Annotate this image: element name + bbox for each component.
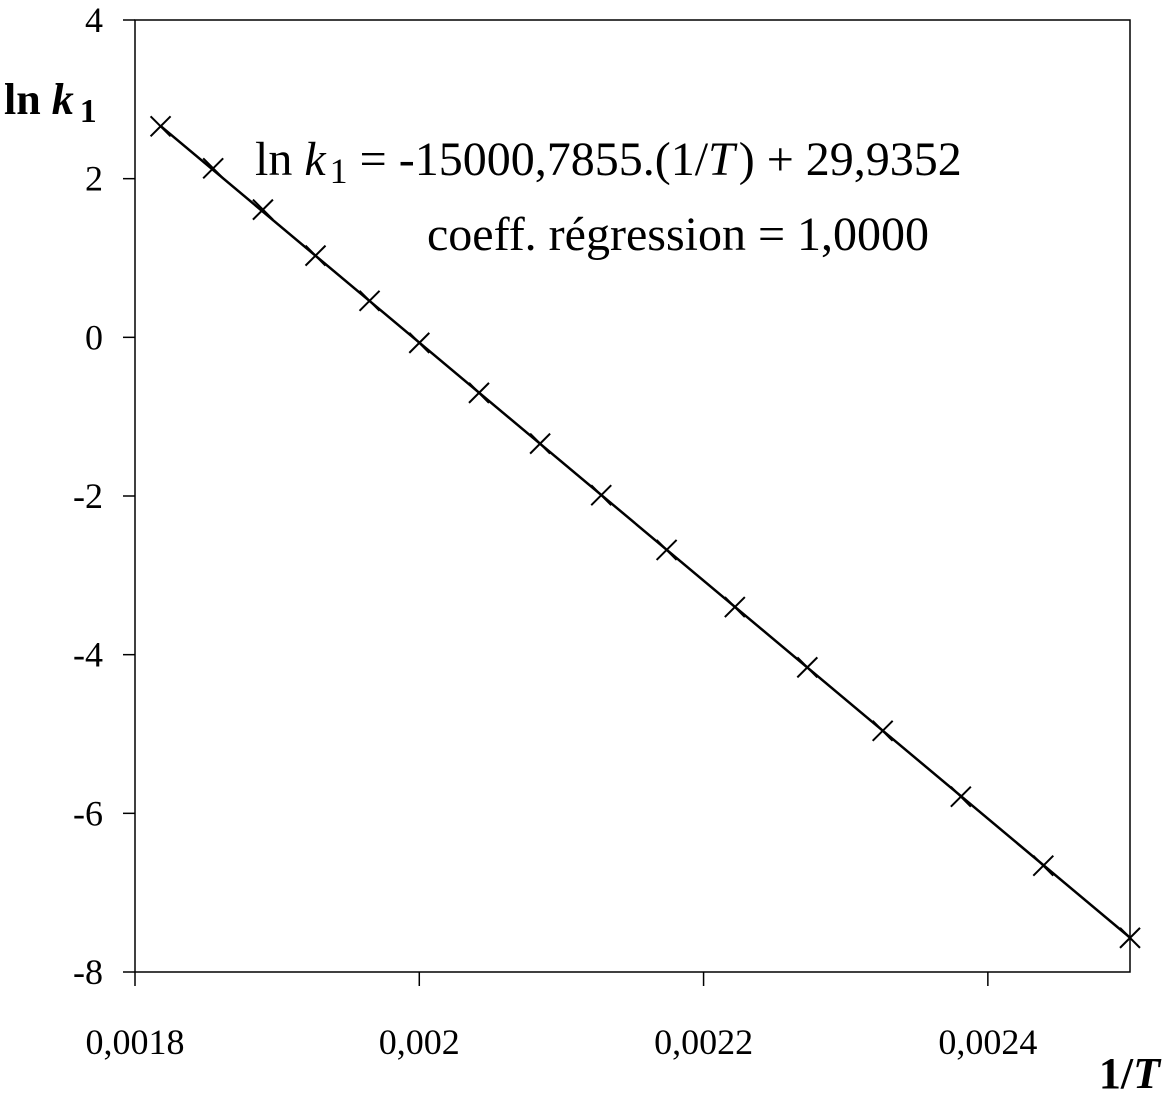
y-axis: 4 2 0 -2 -4 -6 -8: [73, 0, 135, 992]
data-point: [724, 596, 746, 618]
x-tick-label: 0,002: [379, 1022, 460, 1062]
data-point: [358, 290, 381, 312]
x-axis: 0,0018 0,002 0,0022 0,0024: [86, 972, 1037, 1062]
data-point: [590, 484, 612, 506]
data-point: [796, 656, 819, 679]
y-tick-label: -2: [73, 476, 103, 516]
x-tick-label: 0,0024: [938, 1022, 1037, 1062]
data-point: [202, 157, 224, 180]
data-point: [468, 382, 490, 404]
y-tick-label: -4: [73, 635, 103, 675]
x-tick-label: 0,0018: [86, 1022, 185, 1062]
y-tick-label: -8: [73, 952, 103, 992]
data-point: [149, 115, 172, 138]
data-markers: [149, 115, 1141, 949]
data-point: [1032, 854, 1054, 877]
x-axis-title: 1/T: [1099, 1049, 1162, 1098]
regression-annotation: coeff. régression = 1,0000: [427, 208, 929, 261]
x-tick-label: 0,0022: [654, 1022, 753, 1062]
data-point: [950, 785, 972, 808]
y-tick-label: 2: [85, 159, 103, 199]
data-point: [252, 198, 274, 221]
data-point: [871, 720, 894, 742]
data-point: [304, 244, 327, 267]
data-point: [408, 332, 430, 354]
data-point: [655, 539, 678, 561]
data-point: [529, 432, 551, 455]
y-tick-label: 0: [85, 317, 103, 357]
data-point: [1119, 927, 1141, 949]
y-tick-label: -6: [73, 793, 103, 833]
y-tick-label: 4: [85, 0, 103, 40]
